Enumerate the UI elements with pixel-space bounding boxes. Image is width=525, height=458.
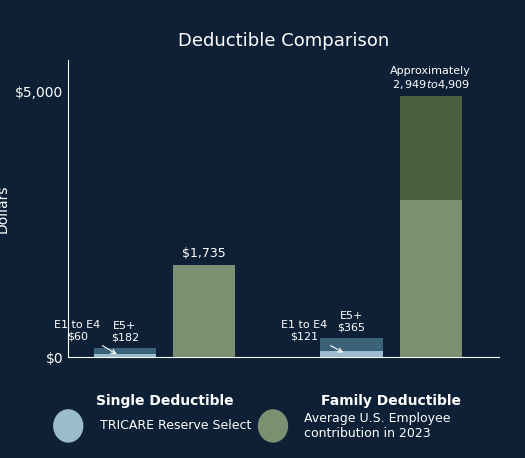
Bar (400, 96, 462, 201)
Text: E5+
$365: E5+ $365 (338, 311, 365, 333)
Bar (94, 348, 156, 354)
Text: $1,735: $1,735 (182, 247, 226, 260)
Title: Deductible Comparison: Deductible Comparison (178, 32, 389, 49)
Text: E1 to E4
$60: E1 to E4 $60 (54, 320, 116, 354)
Text: Family Deductible: Family Deductible (321, 394, 461, 409)
Bar (320, 338, 383, 351)
Text: E1 to E4
$121: E1 to E4 $121 (281, 320, 342, 352)
Text: Average U.S. Employee
contribution in 2023: Average U.S. Employee contribution in 20… (304, 412, 451, 440)
Text: TRICARE Reserve Select: TRICARE Reserve Select (100, 420, 251, 432)
Text: Single Deductible: Single Deductible (96, 394, 233, 409)
Bar (400, 201, 462, 357)
Text: Approximately
$2,949 to $4,909: Approximately $2,949 to $4,909 (391, 66, 471, 91)
Y-axis label: Dollars: Dollars (0, 184, 9, 233)
Bar (94, 354, 156, 357)
Bar (320, 351, 383, 357)
Text: E5+
$182: E5+ $182 (111, 321, 139, 342)
Bar (173, 265, 235, 357)
